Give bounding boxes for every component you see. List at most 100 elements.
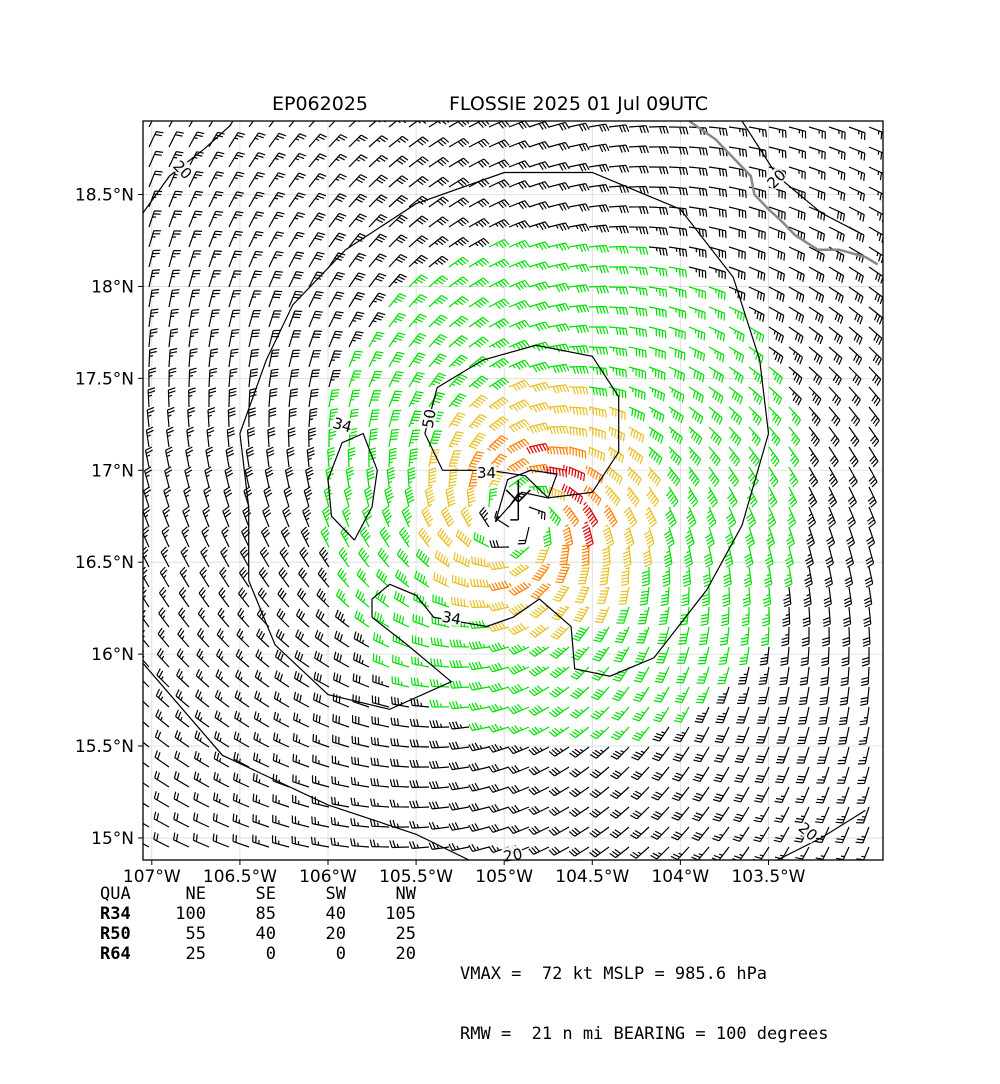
wind-barb xyxy=(146,406,155,428)
wind-barb xyxy=(864,566,874,588)
wind-barb xyxy=(753,826,770,843)
wind-barb xyxy=(389,779,410,788)
wind-barb xyxy=(695,686,710,704)
wind-barb xyxy=(354,610,370,628)
wind-barb xyxy=(783,586,792,608)
wind-barb xyxy=(408,136,429,148)
wind-barb xyxy=(268,310,282,328)
wind-barb xyxy=(429,699,450,708)
wind-barb xyxy=(399,526,411,548)
wind-barb xyxy=(264,466,274,488)
wind-barb xyxy=(448,157,470,168)
wind-barb xyxy=(174,750,190,768)
wind-barb xyxy=(671,826,690,841)
wind-barb xyxy=(611,686,630,702)
wind-barb xyxy=(803,586,812,608)
wind-barb xyxy=(316,588,330,608)
wind-barb xyxy=(548,726,570,737)
wind-barb xyxy=(328,232,346,248)
wind-barb xyxy=(688,146,708,156)
wind-barb xyxy=(848,406,861,427)
wind-barb xyxy=(568,324,590,334)
wind-barb xyxy=(368,272,387,288)
wind-barb xyxy=(816,766,830,784)
wind-barb xyxy=(407,467,416,488)
wind-barb xyxy=(588,305,609,314)
wind-barb xyxy=(848,286,864,304)
wind-barb xyxy=(288,212,306,228)
wind-barb xyxy=(549,666,570,679)
wind-barb xyxy=(182,506,191,528)
wind-barb xyxy=(228,191,245,208)
wind-barb xyxy=(588,265,610,274)
wind-barb xyxy=(846,526,856,548)
wind-barb xyxy=(712,806,730,822)
wind-barb xyxy=(668,326,686,340)
wind-barb xyxy=(608,124,630,133)
wind-barb xyxy=(288,388,299,408)
wind-barb xyxy=(620,566,630,587)
wind-barb xyxy=(388,390,403,408)
wind-barb xyxy=(788,406,802,427)
wind-barb xyxy=(168,289,180,308)
wind-barb xyxy=(288,231,305,248)
wind-barb xyxy=(145,426,154,448)
wind-barb xyxy=(207,407,216,428)
wind-barb xyxy=(508,399,530,412)
wind-radii-table: QUA NE SE SW NW R34 100 85 40 105 R50 55… xyxy=(100,884,416,964)
wind-barb xyxy=(148,367,157,388)
wind-barb xyxy=(648,426,664,444)
wind-barb xyxy=(845,546,855,568)
wind-barb xyxy=(144,446,153,468)
wind-barb xyxy=(248,270,263,288)
wind-barb xyxy=(546,446,569,456)
wind-barb xyxy=(253,711,270,728)
wind-barb xyxy=(745,506,757,528)
wind-barb xyxy=(390,717,410,728)
wind-barb xyxy=(305,466,314,488)
wind-barb xyxy=(528,201,550,211)
wind-barb xyxy=(728,266,746,281)
wind-barb xyxy=(866,506,876,528)
wind-barb xyxy=(168,121,173,128)
wind-barb xyxy=(818,706,830,725)
wind-barb xyxy=(588,163,610,173)
wind-barb xyxy=(267,427,276,448)
wind-barb xyxy=(228,387,237,408)
wind-barb xyxy=(488,179,510,189)
wind-barb xyxy=(232,813,250,828)
wind-barb xyxy=(773,846,790,860)
wind-barb xyxy=(848,346,863,366)
wind-barb xyxy=(468,198,490,208)
wind-barb xyxy=(154,729,170,748)
wind-barb xyxy=(214,689,230,708)
wind-barb xyxy=(488,159,510,169)
wind-barb xyxy=(748,286,765,302)
wind-barb xyxy=(768,426,781,447)
wind-barb xyxy=(828,166,846,181)
wind-barb xyxy=(428,353,447,368)
wind-barb xyxy=(284,466,294,488)
wind-barb xyxy=(411,635,430,648)
table-row-r34: R34 100 85 40 105 xyxy=(100,904,416,924)
wind-barb xyxy=(808,406,821,427)
wind-barb xyxy=(469,600,490,608)
wind-barb xyxy=(340,526,350,548)
wind-barb xyxy=(668,146,689,155)
wind-barb xyxy=(308,212,326,228)
wind-barb xyxy=(509,546,530,559)
wind-barb xyxy=(788,126,807,139)
cell-sw: 0 xyxy=(335,944,346,964)
wind-barb xyxy=(228,290,242,308)
wind-barb xyxy=(608,164,630,173)
wind-barb xyxy=(384,486,394,508)
wind-barb xyxy=(246,426,256,448)
wind-barb xyxy=(588,244,610,254)
wind-barb xyxy=(153,811,170,828)
wind-barb xyxy=(328,350,342,368)
wind-barb xyxy=(408,448,419,468)
wind-barb xyxy=(208,191,224,208)
wind-barb xyxy=(508,419,530,433)
wind-barb xyxy=(688,366,705,383)
wind-barb xyxy=(508,581,532,596)
